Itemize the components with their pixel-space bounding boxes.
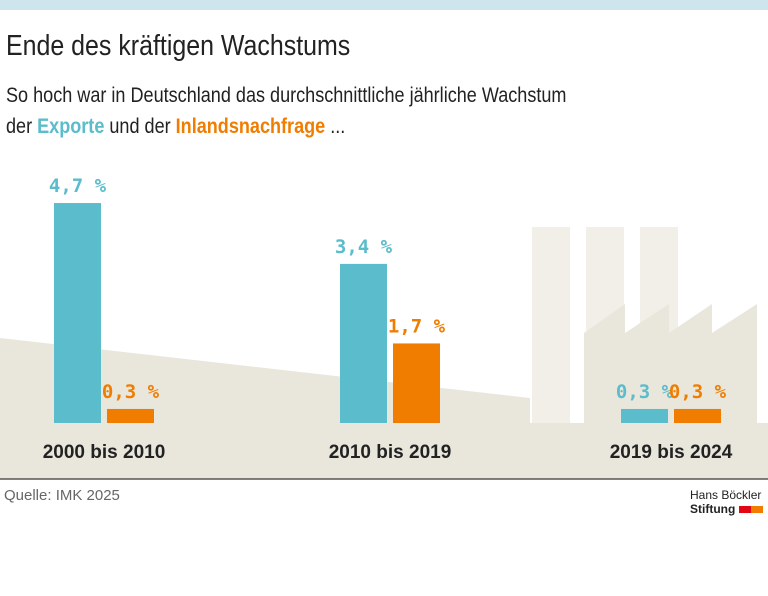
bar-exporte — [54, 203, 101, 423]
page-title: Ende des kräftigen Wachstums — [6, 30, 351, 62]
bar-inlandsnachfrage — [674, 408, 721, 423]
data-label: 0,3 % — [102, 381, 160, 403]
bar-inlandsnachfrage — [393, 343, 440, 423]
category-label: 2000 bis 2010 — [43, 442, 166, 463]
data-label: 0,3 % — [616, 381, 674, 403]
subtitle-text: der — [6, 115, 38, 138]
factory — [584, 304, 757, 423]
logo-line2: Stiftung — [690, 502, 763, 516]
category-label: 2010 bis 2019 — [329, 442, 452, 463]
bar-exporte — [621, 408, 668, 423]
ground-strip — [0, 423, 768, 479]
data-label: 4,7 % — [49, 175, 107, 197]
subtitle-text: ... — [325, 115, 346, 138]
top-band — [0, 0, 768, 10]
bar-exporte — [340, 263, 387, 423]
subtitle-text: und der — [104, 115, 176, 138]
data-label: 3,4 % — [335, 236, 393, 258]
chimney — [532, 227, 570, 423]
legend-inlandsnachfrage: Inlandsnachfrage — [175, 115, 326, 138]
category-label: 2019 bis 2024 — [610, 442, 733, 463]
legend-exporte: Exporte — [37, 115, 105, 138]
source-note: Quelle: IMK 2025 — [4, 487, 120, 504]
bar-inlandsnachfrage — [107, 408, 154, 423]
data-label: 1,7 % — [388, 315, 446, 337]
logo: Hans Böckler Stiftung — [690, 488, 763, 516]
subtitle-legend: der Exporte und der Inlandsnachfrage ... — [6, 115, 345, 139]
data-label: 0,3 % — [669, 381, 727, 403]
logo-line1: Hans Böckler — [690, 488, 762, 502]
subtitle: So hoch war in Deutschland das durchschn… — [6, 84, 567, 107]
